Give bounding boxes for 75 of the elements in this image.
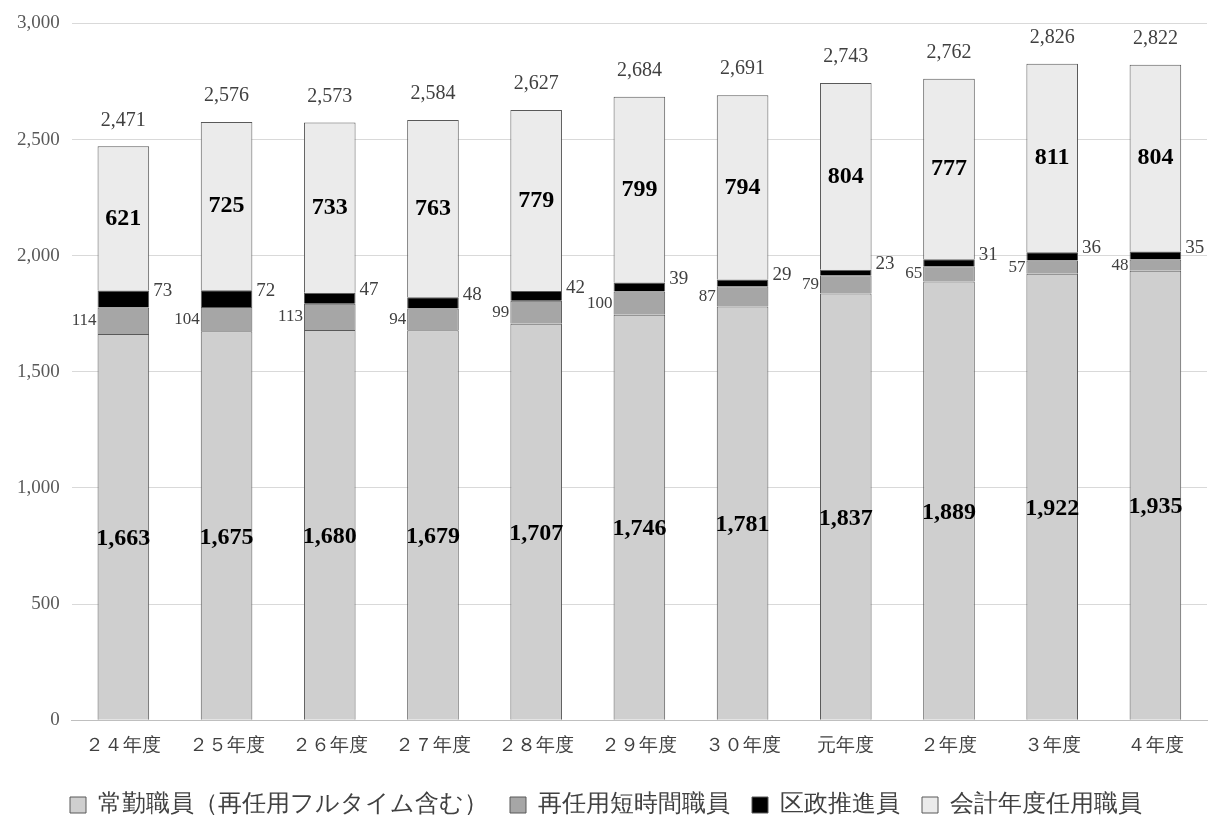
- x-tick-label: ２４年度: [85, 733, 162, 755]
- data-label: 1,680: [302, 522, 357, 549]
- data-label: 804: [1137, 143, 1174, 170]
- data-label: 1,679: [405, 522, 460, 549]
- legend-label: 区政推進員: [780, 790, 900, 817]
- data-label: 87: [698, 285, 717, 305]
- data-label: 57: [1008, 256, 1026, 276]
- x-tick-label: ３０年度: [704, 733, 781, 755]
- data-label: 1,707: [509, 518, 564, 545]
- data-label: 763: [414, 193, 451, 220]
- x-tick-label: ４年度: [1126, 733, 1184, 755]
- data-label: 47: [359, 278, 379, 300]
- total-label: 2,743: [823, 44, 869, 67]
- data-label: 1,889: [921, 497, 976, 524]
- data-label: 94: [389, 308, 407, 328]
- data-label: 1,746: [612, 514, 667, 541]
- data-label: 113: [278, 306, 303, 326]
- data-label: 42: [565, 275, 585, 297]
- data-label: 779: [518, 185, 555, 212]
- data-label: 79: [801, 273, 819, 293]
- y-tick-label: 0: [50, 708, 60, 730]
- x-tick-label: ２５年度: [188, 733, 265, 755]
- y-tick-label: 500: [31, 592, 60, 614]
- data-label: 1,663: [96, 524, 151, 551]
- total-label: 2,584: [410, 81, 456, 104]
- legend-label: 会計年度任用職員: [950, 790, 1142, 817]
- legend-label: 常勤職員（再任用フルタイム含む）: [98, 790, 488, 817]
- data-label: 104: [174, 308, 201, 328]
- data-label: 725: [208, 191, 245, 218]
- data-label: 804: [827, 161, 864, 188]
- total-label: 2,691: [720, 56, 766, 79]
- y-tick-label: 2,000: [17, 243, 60, 265]
- x-tick-label: ２７年度: [394, 733, 471, 755]
- legend-label: 再任用短時間職員: [538, 790, 730, 817]
- x-tick-label: ２９年度: [601, 733, 678, 755]
- data-label: 35: [1185, 235, 1205, 257]
- y-tick-label: 1,000: [17, 475, 60, 497]
- data-label: 31: [978, 242, 998, 264]
- data-label: 73: [153, 278, 173, 300]
- y-tick-label: 2,500: [17, 127, 60, 149]
- data-label: 621: [105, 203, 142, 230]
- x-tick-label: ２８年度: [498, 733, 575, 755]
- total-label: 2,826: [1029, 25, 1075, 48]
- data-label: 36: [1081, 236, 1101, 258]
- data-label: 48: [1111, 254, 1129, 274]
- data-label: 39: [669, 266, 689, 288]
- data-label: 799: [621, 174, 658, 201]
- data-label: 114: [71, 310, 98, 330]
- data-label: 794: [724, 172, 761, 199]
- data-label: 1,935: [1128, 492, 1183, 519]
- data-label: 1,781: [715, 510, 770, 537]
- data-label: 72: [256, 278, 276, 300]
- data-label: 29: [772, 262, 792, 284]
- data-label: 100: [587, 292, 613, 312]
- data-label: 777: [930, 154, 967, 181]
- data-label: 65: [905, 263, 923, 283]
- total-label: 2,576: [204, 83, 250, 106]
- data-label: 23: [875, 252, 895, 274]
- total-label: 2,822: [1132, 25, 1178, 48]
- total-label: 2,627: [513, 71, 559, 94]
- total-label: 2,762: [926, 39, 972, 62]
- x-tick-label: 元年度: [817, 733, 875, 755]
- total-label: 2,684: [616, 58, 662, 81]
- data-label: 811: [1034, 143, 1070, 170]
- data-label: 99: [492, 301, 510, 321]
- y-tick-label: 3,000: [17, 11, 60, 33]
- total-label: 2,573: [307, 83, 353, 106]
- total-label: 2,471: [100, 107, 146, 130]
- data-label: 1,675: [199, 522, 254, 549]
- x-tick-label: ２年度: [920, 733, 978, 755]
- data-label: 733: [311, 192, 348, 219]
- x-tick-label: ２６年度: [291, 733, 368, 755]
- x-tick-label: ３年度: [1023, 733, 1081, 755]
- data-label: 48: [462, 282, 482, 304]
- y-tick-label: 1,500: [17, 359, 60, 381]
